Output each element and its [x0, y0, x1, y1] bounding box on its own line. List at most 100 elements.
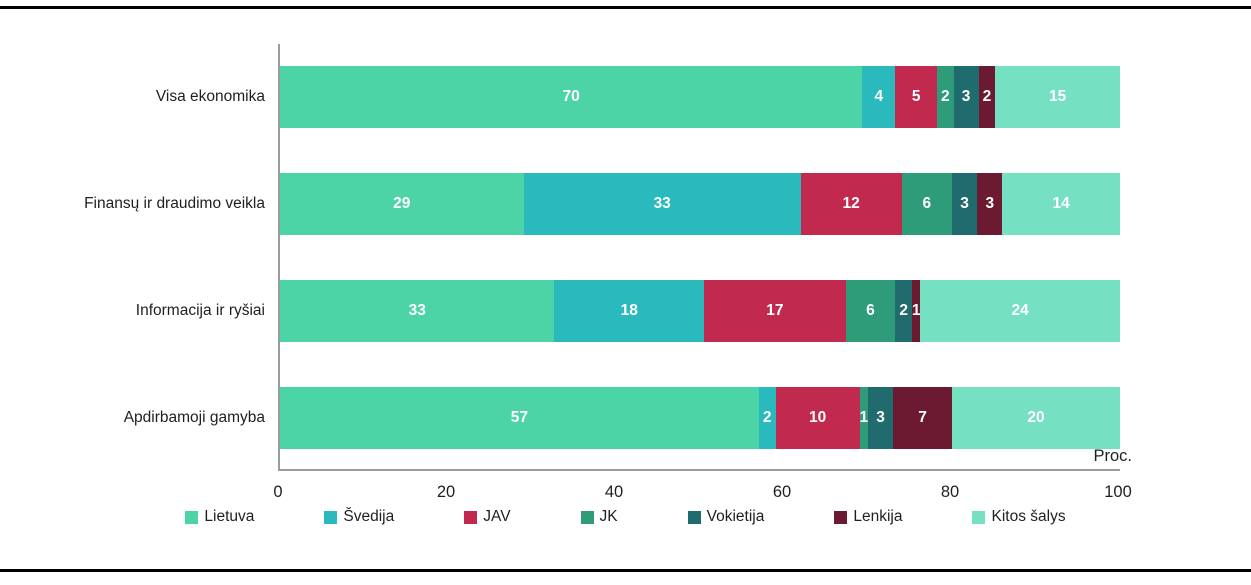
segment-value-label: 4: [874, 88, 884, 105]
legend-item: Kitos šalys: [972, 508, 1066, 526]
legend-color-marker: [185, 510, 199, 524]
bar-segment: 4: [862, 66, 896, 128]
bar-segment: 10: [775, 387, 860, 449]
segment-value-label: 3: [876, 409, 885, 426]
segment-value-label: 1: [859, 409, 869, 426]
legend-item-label: Švedija: [343, 508, 395, 525]
category-label: Informacija ir ryšiai: [40, 280, 265, 342]
category-label: Visa ekonomika: [40, 66, 265, 128]
stacked-bar: 70 4 5 2 3 2 15: [280, 66, 1120, 128]
bar-segment: 2: [895, 280, 913, 342]
legend-item-label: JAV: [483, 508, 511, 525]
segment-value-label: 15: [1048, 88, 1067, 105]
segment-value-label: 6: [922, 195, 932, 212]
bar-segment: 2: [758, 387, 776, 449]
category-label-text: Apdirbamoji gamyba: [123, 408, 265, 426]
bar-segment: 3: [977, 173, 1003, 235]
bar-segment: 20: [951, 387, 1120, 449]
stacked-bar: 29 33 12 6 3 3 14: [280, 173, 1120, 235]
bar-segment: 6: [845, 280, 896, 342]
segment-value-label: 3: [985, 195, 995, 212]
bar-segment: 15: [995, 66, 1120, 128]
segment-value-label: 29: [393, 195, 411, 212]
segment-value-label: 2: [899, 302, 909, 319]
segment-value-label: 10: [808, 409, 827, 426]
top-border-line: [0, 6, 1251, 9]
segment-value-label: 3: [960, 195, 969, 212]
x-tick-label: 0: [273, 483, 283, 501]
bar-segment: 1: [859, 387, 869, 449]
x-tick-label: 80: [940, 483, 960, 501]
bar-segment: 12: [800, 173, 902, 235]
x-tick-label: 20: [436, 483, 456, 501]
legend-color-marker: [972, 510, 986, 524]
legend-item: Švedija: [324, 508, 394, 526]
bar-segment: 17: [704, 280, 846, 342]
legend-item: JAV: [464, 508, 511, 526]
bar-segment: 2: [937, 66, 954, 128]
bar-segment: 24: [920, 280, 1120, 342]
legend-item-label: Lenkija: [853, 508, 903, 525]
segment-value-label: 2: [762, 409, 772, 426]
bar-segment: 70: [280, 66, 863, 128]
legend-item-label: Lietuva: [204, 508, 255, 525]
legend-color-marker: [834, 510, 848, 524]
segment-value-label: 18: [620, 302, 638, 319]
category-label-text: Visa ekonomika: [155, 87, 265, 105]
legend-item-label: JK: [599, 508, 618, 525]
segment-value-label: 2: [982, 88, 992, 105]
x-tick-label: 60: [772, 483, 792, 501]
stacked-bar: 33 18 17 6 2 1 24: [280, 280, 1120, 342]
category-label: Apdirbamoji gamyba: [40, 387, 265, 449]
segment-value-label: 7: [918, 409, 927, 426]
category-label-text: Finansų ir draudimo veikla: [84, 194, 265, 212]
segment-value-label: 57: [510, 409, 529, 426]
segment-value-label: 17: [766, 302, 784, 319]
legend-color-marker: [324, 510, 338, 524]
segment-value-label: 1: [911, 302, 921, 319]
bottom-border-line: [0, 569, 1251, 572]
axis-unit-label: Proc.: [1093, 447, 1132, 465]
x-axis-line: [278, 469, 1120, 471]
legend-item: Lenkija: [834, 508, 902, 526]
x-tick-label: 100: [1104, 483, 1132, 501]
x-tick-label: 40: [604, 483, 624, 501]
bar-segment: 5: [895, 66, 938, 128]
bar-segment: 33: [280, 280, 555, 342]
segment-value-label: 33: [408, 302, 426, 319]
segment-value-label: 5: [911, 88, 921, 105]
segment-value-label: 20: [1027, 409, 1045, 426]
category-label-text: Informacija ir ryšiai: [135, 301, 265, 319]
segment-value-label: 24: [1011, 302, 1029, 319]
bar-segment: 57: [280, 387, 759, 449]
segment-value-label: 14: [1052, 195, 1070, 212]
bar-segment: 3: [953, 66, 979, 128]
stacked-bar: 57 2 10 1 3 7 20: [280, 387, 1120, 449]
category-label: Finansų ir draudimo veikla: [40, 173, 265, 235]
legend: Lietuva Švedija JAV JK Vokietija Lenkija Kitos…: [0, 508, 1251, 526]
segment-value-label: 3: [961, 88, 971, 105]
legend-item-label: Kitos šalys: [991, 508, 1066, 525]
segment-value-label: 70: [562, 88, 580, 105]
bar-segment: 14: [1002, 173, 1120, 235]
legend-color-marker: [580, 510, 594, 524]
segment-value-label: 6: [866, 302, 875, 319]
segment-value-label: 12: [842, 195, 860, 212]
legend-item: Vokietija: [687, 508, 765, 526]
bar-segment: 6: [901, 173, 952, 235]
legend-color-marker: [464, 510, 478, 524]
segment-value-label: 2: [941, 88, 950, 105]
legend-item: Lietuva: [185, 508, 254, 526]
legend-color-marker: [687, 510, 701, 524]
bar-segment: 18: [554, 280, 705, 342]
y-axis-line: [278, 44, 280, 470]
bar-segment: 3: [867, 387, 894, 449]
legend-item-label: Vokietija: [706, 508, 765, 525]
bar-segment: 7: [893, 387, 952, 449]
legend-item: JK: [580, 508, 618, 526]
bar-segment: 2: [978, 66, 996, 128]
segment-value-label: 33: [653, 195, 671, 212]
bar-segment: 33: [523, 173, 801, 235]
bar-segment: 3: [951, 173, 978, 235]
